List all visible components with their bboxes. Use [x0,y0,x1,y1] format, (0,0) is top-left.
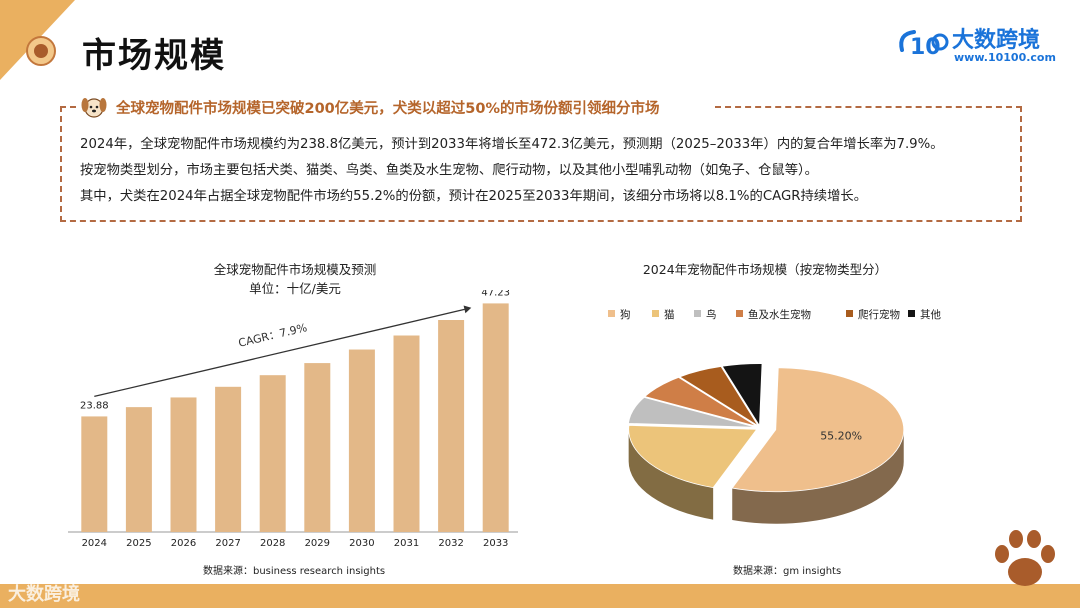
pie-slice [628,424,758,489]
summary-line: 按宠物类型划分，市场主要包括犬类、猫类、鸟类、鱼类及水生宠物、爬行动物，以及其他… [80,163,818,178]
pie-chart: 55.20% [627,363,905,524]
legend-swatch [694,310,701,317]
x-tick-label: 2030 [349,538,374,549]
summary-box [60,106,1022,222]
bar [81,416,108,532]
bar [304,363,331,532]
pie-slice [721,363,763,427]
brand-mark-icon: 10 [899,30,949,60]
page-title: 市场规模 [82,36,226,76]
bar [170,397,197,532]
pie-slice [644,376,758,427]
legend-label: 爬行宠物 [858,308,900,321]
bar [393,335,420,532]
x-tick-label: 2027 [215,538,240,549]
x-tick-label: 2025 [126,538,151,549]
pie-legend: 狗 猫 鸟 鱼及水生宠物 爬行宠物 其他 [608,308,941,321]
legend-swatch [736,310,743,317]
bar-chart: 2024 2025 2026 2027 2028 2029 2030 2031 2032 2033… [68,290,518,549]
pie-chart-source: 数据来源：gm insights [733,566,842,577]
footer-logo: 大数跨境 [8,584,80,605]
pie-slice [731,367,905,493]
bar [215,386,242,532]
pie-slice [678,366,759,427]
trend-arrow [94,308,465,398]
pie-slice-side [628,429,714,520]
data-label: 47.23 [481,290,510,298]
bar [125,407,152,532]
bar [438,320,465,532]
bar [348,349,375,532]
brand-name: 大数跨境 [952,28,1041,53]
legend-label: 狗 [620,308,631,321]
legend-label: 鸟 [706,308,717,321]
legend-label: 鱼及水生宠物 [748,308,811,321]
summary-headline: 全球宠物配件市场规模已突破200亿美元，犬类以超过50%的市场份额引领细分市场 [116,101,660,117]
legend-swatch [846,310,853,317]
bar-chart-title: 全球宠物配件市场规模及预测 [213,262,377,277]
paw-icon [995,530,1055,586]
dog-icon [81,98,107,118]
summary-box-border [715,106,1022,108]
summary-line: 其中，犬类在2024年占据全球宠物配件市场约55.2%的份额，预计在2025至2… [80,189,867,204]
x-tick-label: 2033 [483,538,508,549]
footer-bar [0,584,1080,608]
bar-chart-source: 数据来源：business research insights [203,566,386,577]
brand-logo[interactable]: 10 大数跨境 www.10100.com [896,20,1056,68]
title-bullet-icon [26,36,56,66]
legend-swatch [608,310,615,317]
x-tick-label: 2028 [260,538,285,549]
x-tick-label: 2029 [305,538,330,549]
trend-arrowhead [463,305,472,314]
pie-slice [627,396,757,428]
cagr-annotation: CAGR：7.9% [237,321,308,350]
pie-chart-title: 2024年宠物配件市场规模（按宠物类型分） [642,262,888,277]
x-tick-label: 2031 [394,538,419,549]
x-tick-label: 2024 [82,538,107,549]
pie-slice-side [732,429,904,524]
x-tick-label: 2026 [171,538,196,549]
bar [259,375,286,532]
legend-swatch [908,310,915,317]
legend-label: 其他 [920,308,941,321]
legend-swatch [652,310,659,317]
bar [482,303,509,532]
summary-box-border [60,106,76,108]
legend-label: 猫 [664,308,675,321]
pie-data-label: 55.20% [820,430,862,443]
data-label: 23.88 [80,400,109,411]
brand-url[interactable]: www.10100.com [954,51,1056,64]
bar-chart-subtitle: 单位：十亿/美元 [249,281,341,296]
summary-line: 2024年，全球宠物配件市场规模约为238.8亿美元，预计到2033年将增长至4… [80,137,944,152]
x-tick-label: 2032 [438,538,463,549]
